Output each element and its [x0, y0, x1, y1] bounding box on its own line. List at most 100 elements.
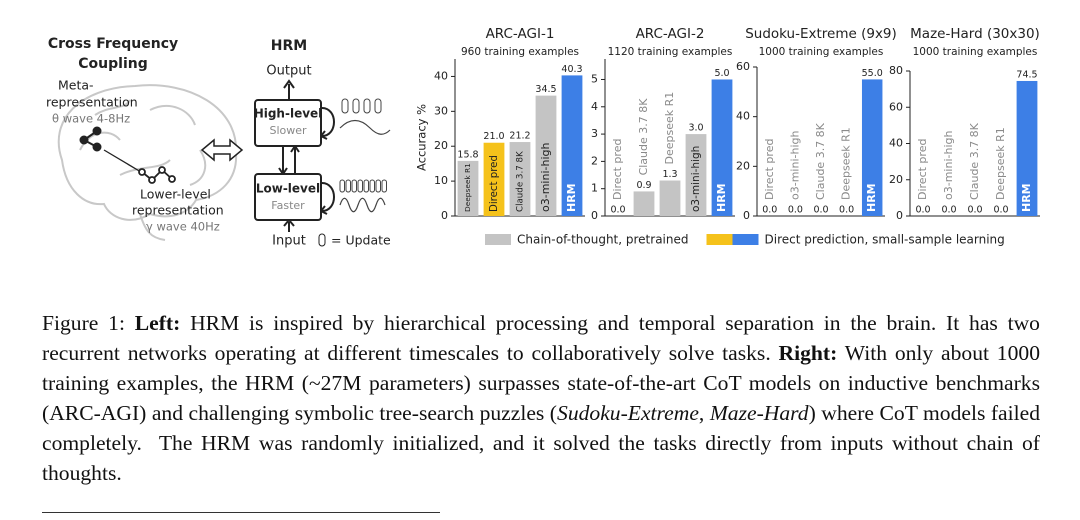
chart-title: Maze-Hard (30x30)	[910, 26, 1040, 42]
value-label: 74.5	[1016, 69, 1037, 80]
y-tick-label: 3	[591, 127, 598, 140]
output-label: Output	[266, 64, 311, 79]
update-icon	[351, 179, 357, 193]
gamma-label: γ wave 40Hz	[146, 220, 220, 234]
category-label: Claude 3.7 8K	[814, 122, 827, 200]
value-label: 0.0	[941, 205, 956, 216]
category-label: Direct pred	[763, 139, 776, 200]
caption-segment: Figure 1:	[42, 311, 135, 335]
y-tick-label: 0	[896, 209, 903, 222]
legend-swatch	[485, 234, 511, 245]
update-icon	[345, 179, 351, 193]
y-tick-label: 60	[889, 100, 903, 113]
bar	[711, 79, 733, 216]
legend-label: Direct prediction, small-sample learning	[765, 233, 1005, 247]
value-label: 1.3	[662, 169, 677, 180]
y-tick-label: 10	[434, 174, 448, 187]
hrm-title: HRM	[271, 38, 307, 54]
y-tick-label: 20	[889, 173, 903, 186]
y-tick-label: 40	[736, 110, 750, 123]
lower-label: Lower-level	[140, 187, 211, 202]
chart-subtitle: 1000 training examples	[759, 46, 884, 58]
chart-subtitle: 1120 training examples	[608, 46, 733, 58]
category-label: Direct pred	[611, 139, 624, 200]
update-icon	[357, 179, 363, 193]
category-label: Deepseek R1	[663, 92, 676, 165]
value-label: 21.0	[483, 131, 504, 142]
bar	[457, 160, 479, 216]
slow-updates	[341, 98, 382, 114]
category-label: Deepseek R1	[840, 127, 853, 200]
value-label: 15.8	[457, 149, 478, 160]
left-title: Coupling	[78, 56, 147, 72]
category-label: Claude 3.7 8K	[968, 122, 981, 200]
faster-label: Faster	[271, 199, 305, 212]
caption-segment: Sudoku-Extreme	[557, 401, 699, 425]
value-label: 34.5	[535, 84, 556, 95]
bar	[659, 180, 681, 216]
left-title: Cross Frequency	[48, 36, 178, 52]
footnote-rule	[42, 512, 440, 513]
value-label: 0.0	[915, 205, 930, 216]
category-label: o3-mini-high	[788, 131, 801, 200]
caption: Figure 1: Left: HRM is inspired by hiera…	[42, 308, 1040, 488]
y-tick-label: 40	[889, 137, 903, 150]
high-level-box	[254, 99, 322, 147]
chart-title: Sudoku-Extreme (9x9)	[745, 26, 897, 42]
high-level-label: High-level	[254, 107, 323, 121]
chart-subtitle: 960 training examples	[461, 46, 579, 58]
input-label: Input	[272, 234, 306, 249]
category-label: HRM	[565, 183, 578, 212]
y-tick-label: 20	[736, 159, 750, 172]
y-tick-label: 60	[736, 60, 750, 73]
category-label: Deepseek R1	[463, 163, 472, 212]
low-level-label: Low-level	[256, 182, 320, 196]
value-label: 0.0	[813, 205, 828, 216]
update-icon	[318, 233, 326, 247]
y-tick-label: 2	[591, 154, 598, 167]
bar	[1016, 80, 1038, 216]
caption-segment: With only about 1000 training examples, …	[42, 341, 1046, 425]
meta-label: representation	[46, 95, 138, 110]
category-label: HRM	[1020, 183, 1033, 212]
lower-node-icon	[138, 166, 176, 184]
y-tick-label: 0	[591, 209, 598, 222]
value-label: 0.0	[762, 205, 777, 216]
meta-label: Meta-	[58, 78, 94, 93]
category-label: o3-mini-high	[690, 146, 702, 212]
category-label: Direct pred	[489, 155, 500, 212]
y-tick-label: 20	[434, 139, 448, 152]
bar	[535, 95, 557, 216]
value-label: 5.0	[714, 68, 729, 79]
category-label: Claude 3.7 8K	[637, 98, 650, 176]
update-icon	[381, 179, 387, 193]
update-icon	[363, 179, 369, 193]
y-tick-label: 4	[591, 100, 598, 113]
figure: Cross Frequency Coupling Meta- represent…	[46, 26, 1040, 249]
legend-swatch	[732, 234, 759, 245]
category-label: HRM	[865, 183, 878, 212]
legend-label: Chain-of-thought, pretrained	[517, 233, 689, 247]
value-label: 0.0	[993, 205, 1008, 216]
fast-wave	[339, 197, 386, 213]
caption-segment: Maze-Hard	[709, 401, 809, 425]
value-label: 0.0	[839, 205, 854, 216]
update-icon	[375, 179, 381, 193]
bar	[685, 134, 707, 216]
y-tick-label: 0	[743, 209, 750, 222]
value-label: 40.3	[561, 64, 582, 75]
slow-wave	[339, 119, 391, 135]
category-label: o3-mini-high	[539, 143, 552, 212]
value-label: 21.2	[509, 131, 530, 142]
y-tick-label: 80	[889, 64, 903, 77]
bar	[633, 191, 655, 216]
value-label: 0.9	[636, 180, 651, 191]
category-label: o3-mini-high	[942, 131, 955, 200]
caption-segment: ,	[698, 401, 710, 425]
update-label: = Update	[331, 233, 391, 248]
value-label: 0.0	[610, 205, 625, 216]
value-label: 55.0	[862, 68, 883, 79]
bar	[861, 79, 883, 217]
bar	[509, 142, 531, 216]
